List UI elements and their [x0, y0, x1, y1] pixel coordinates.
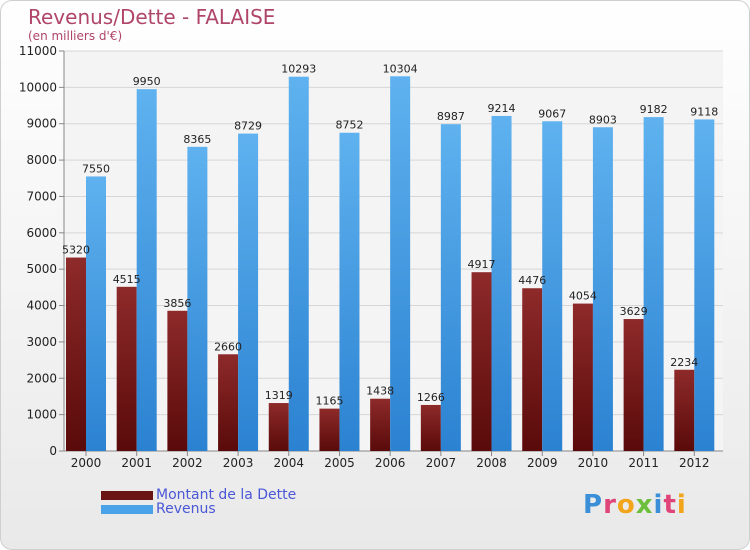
bar-dette-2010 — [572, 303, 593, 451]
legend-item-revenus: Revenus — [101, 501, 216, 517]
logo-letter: i — [676, 490, 687, 520]
data-label-dette-2001: 4515 — [113, 273, 141, 286]
legend-swatch-dette — [101, 490, 153, 500]
data-label-dette-2000: 5320 — [62, 244, 90, 257]
y-tick-label: 9000 — [26, 117, 57, 131]
logo-letter: i — [653, 490, 664, 520]
data-label-revenus-2007: 8987 — [437, 110, 465, 123]
x-tick-label: 2000 — [71, 456, 102, 470]
data-label-dette-2008: 4917 — [468, 258, 496, 271]
data-label-revenus-2003: 8729 — [234, 120, 262, 133]
data-label-revenus-2001: 9950 — [133, 75, 161, 88]
bar-dette-2011 — [623, 319, 644, 451]
data-label-revenus-2008: 9214 — [488, 102, 516, 115]
y-tick-label: 0 — [49, 444, 57, 458]
logo-letter: t — [663, 490, 677, 520]
logo-letter: x — [635, 490, 654, 520]
data-label-dette-2006: 1438 — [366, 385, 394, 398]
bar-revenus-2012 — [694, 119, 715, 451]
legend-item-dette: Montant de la Dette — [101, 487, 296, 503]
bar-revenus-2008 — [491, 115, 512, 451]
x-tick-label: 2007 — [426, 456, 457, 470]
y-tick-label: 1000 — [26, 408, 57, 422]
bar-dette-2009 — [522, 288, 543, 451]
data-label-revenus-2006: 10304 — [383, 62, 418, 75]
bar-revenus-2009 — [542, 121, 563, 452]
logo-letter: P — [583, 490, 604, 520]
data-label-revenus-2012: 9118 — [690, 105, 718, 118]
bar-dette-2007 — [420, 404, 441, 451]
legend-label-dette: Montant de la Dette — [156, 487, 297, 503]
x-tick-label: 2006 — [375, 456, 406, 470]
data-label-dette-2004: 1319 — [265, 389, 293, 402]
y-tick-label: 7000 — [26, 189, 57, 203]
data-label-revenus-2002: 8365 — [183, 133, 211, 146]
x-tick-label: 2003 — [223, 456, 254, 470]
bar-dette-2002 — [167, 310, 188, 451]
bar-dette-2008 — [471, 272, 492, 451]
data-label-dette-2010: 4054 — [569, 290, 597, 303]
y-tick-label: 5000 — [26, 262, 57, 276]
data-label-dette-2011: 3629 — [620, 305, 648, 318]
bar-revenus-2003 — [238, 133, 259, 451]
bar-dette-2003 — [218, 354, 239, 451]
data-label-revenus-2010: 8903 — [589, 113, 617, 126]
bar-revenus-2000 — [86, 176, 106, 452]
data-label-dette-2005: 1165 — [315, 395, 343, 408]
data-label-revenus-2005: 8752 — [335, 119, 363, 132]
bar-revenus-2005 — [339, 132, 360, 451]
x-tick-label: 2001 — [121, 456, 152, 470]
x-tick-label: 2010 — [578, 456, 609, 470]
x-tick-label: 2011 — [628, 456, 659, 470]
bar-revenus-2001 — [136, 89, 157, 451]
data-label-revenus-2011: 9182 — [640, 103, 668, 116]
data-label-revenus-2009: 9067 — [538, 107, 566, 120]
data-label-dette-2002: 3856 — [163, 297, 191, 310]
bar-dette-2012 — [674, 369, 695, 451]
bar-dette-2000 — [66, 257, 86, 451]
chart-title: Revenus/Dette - FALAISE — [28, 5, 276, 29]
x-tick-label: 2002 — [172, 456, 203, 470]
data-label-dette-2007: 1266 — [417, 391, 445, 404]
bar-dette-2006 — [370, 398, 391, 451]
bar-revenus-2010 — [592, 127, 613, 451]
y-tick-label: 6000 — [26, 226, 57, 240]
y-tick-label: 10000 — [19, 80, 57, 94]
logo-letter: o — [616, 490, 636, 520]
y-tick-label: 11000 — [19, 44, 57, 58]
data-label-revenus-2004: 10293 — [281, 63, 316, 76]
bar-revenus-2004 — [288, 76, 309, 451]
proxiti-logo: Proxiti — [583, 490, 687, 520]
logo-letter: r — [603, 490, 617, 520]
bar-revenus-2006 — [390, 76, 411, 452]
x-tick-label: 2012 — [679, 456, 710, 470]
y-tick-label: 2000 — [26, 371, 57, 385]
data-label-dette-2009: 4476 — [518, 274, 546, 287]
data-label-dette-2012: 2234 — [670, 356, 698, 369]
data-label-dette-2003: 2660 — [214, 340, 242, 353]
y-tick-label: 4000 — [26, 299, 57, 313]
x-tick-label: 2008 — [476, 456, 507, 470]
legend-label-revenus: Revenus — [156, 501, 216, 517]
data-label-revenus-2000: 7550 — [82, 162, 110, 175]
x-tick-label: 2005 — [324, 456, 355, 470]
bar-dette-2004 — [268, 403, 289, 451]
legend-swatch-revenus — [101, 504, 153, 514]
bar-dette-2001 — [116, 286, 137, 451]
x-tick-label: 2009 — [527, 456, 558, 470]
y-tick-label: 3000 — [26, 335, 57, 349]
bar-revenus-2011 — [643, 117, 664, 451]
bar-revenus-2007 — [440, 124, 461, 451]
bar-revenus-2002 — [187, 146, 208, 451]
x-tick-label: 2004 — [273, 456, 304, 470]
chart-subtitle: (en milliers d'€) — [28, 29, 123, 43]
bar-dette-2005 — [319, 408, 340, 451]
y-tick-label: 8000 — [26, 153, 57, 167]
